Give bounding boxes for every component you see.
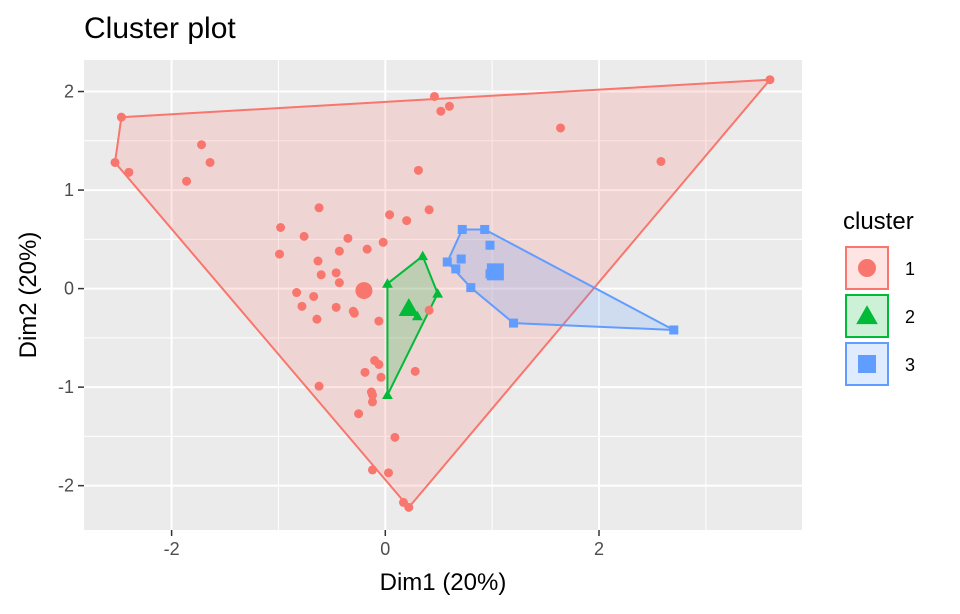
chart-title: Cluster plot — [84, 12, 236, 45]
cluster-3-centroid — [486, 263, 504, 281]
cluster-1-point — [313, 256, 323, 266]
cluster-1-point — [275, 249, 285, 259]
y-tick-label: 1 — [64, 180, 74, 200]
cluster-3-point — [509, 318, 519, 328]
cluster-1-point — [413, 165, 423, 175]
cluster-1-point — [367, 397, 377, 407]
y-tick-label: 2 — [64, 82, 74, 102]
cluster-1-point — [656, 156, 666, 166]
cluster-3-point — [442, 257, 452, 267]
cluster-1-point — [182, 176, 192, 186]
cluster-1-point — [110, 157, 120, 167]
cluster-1-point — [124, 167, 134, 177]
cluster-3-point — [451, 264, 461, 274]
cluster-1-point — [314, 203, 324, 213]
cluster-2-point — [432, 288, 444, 298]
y-axis-title: Dim2 (20%) — [15, 232, 42, 359]
cluster-points — [110, 75, 775, 512]
y-tick-label: -1 — [58, 377, 74, 397]
cluster-1-point — [343, 233, 353, 243]
cluster-1-point — [354, 409, 364, 419]
cluster-1-point — [374, 359, 384, 369]
legend-marker-3 — [858, 355, 876, 373]
cluster-1-point — [299, 231, 309, 241]
cluster-1-point — [334, 278, 344, 288]
cluster-3-point — [457, 224, 467, 234]
cluster-1-point — [385, 210, 395, 220]
cluster-1-point — [292, 288, 302, 298]
legend-label-2: 2 — [905, 307, 915, 327]
legend-label-1: 1 — [905, 259, 915, 279]
plot-panel — [84, 60, 802, 530]
cluster-1-point — [116, 112, 126, 122]
cluster-3-point — [466, 283, 476, 293]
cluster-1-centroid — [355, 282, 373, 300]
cluster-1-point — [334, 246, 344, 256]
cluster-1-point — [312, 314, 322, 324]
cluster-1-point — [402, 216, 412, 226]
cluster-1-point — [309, 291, 319, 301]
x-axis-title: Dim1 (20%) — [380, 569, 507, 596]
cluster-1-point — [376, 372, 386, 382]
legend-title: cluster — [843, 208, 914, 235]
cluster-1-point — [360, 367, 370, 377]
cluster-1-point — [331, 302, 341, 312]
cluster-1-point — [436, 106, 446, 116]
y-tick-label: 0 — [64, 279, 74, 299]
cluster-1-point — [362, 244, 372, 254]
y-tick-label: -2 — [58, 476, 74, 496]
cluster-1-point — [314, 381, 324, 391]
cluster-3-point — [485, 240, 495, 250]
cluster-3-point — [669, 325, 679, 335]
legend-label-3: 3 — [905, 355, 915, 375]
legend-key-2 — [845, 294, 889, 338]
legend-marker-1 — [858, 259, 876, 277]
cluster-1-point — [429, 91, 439, 101]
cluster-2-point — [382, 389, 393, 400]
cluster-1-point — [424, 205, 434, 215]
cluster-2-point — [417, 250, 429, 261]
cluster-1-point — [374, 316, 384, 326]
cluster-1-point — [378, 237, 388, 247]
x-tick-label: -2 — [164, 539, 180, 559]
cluster-1-point — [297, 301, 307, 311]
legend: cluster 1 2 3 — [843, 208, 915, 386]
cluster-3-point — [456, 254, 466, 264]
cluster-1-point — [367, 390, 377, 400]
cluster-1-point — [444, 101, 454, 111]
cluster-1-point — [197, 140, 207, 150]
cluster-1-point — [556, 123, 566, 133]
cluster-1-point — [765, 75, 775, 85]
cluster-1-point — [390, 432, 400, 442]
cluster-1-point — [349, 308, 359, 318]
cluster-2-centroid — [398, 298, 420, 316]
cluster-1-point — [205, 157, 215, 167]
cluster-1-point — [331, 268, 341, 278]
cluster-1-point — [410, 366, 420, 376]
cluster-2-point — [382, 278, 393, 288]
cluster-1-point — [316, 270, 326, 280]
x-tick-label: 2 — [594, 539, 604, 559]
cluster-1-point — [367, 465, 377, 475]
cluster-1-point — [424, 305, 434, 315]
x-tick-label: 0 — [380, 539, 390, 559]
cluster-1-point — [276, 223, 286, 233]
cluster-3-point — [480, 224, 490, 234]
cluster-1-point — [404, 502, 414, 512]
grid-lines — [84, 60, 802, 530]
cluster-1-point — [384, 468, 394, 478]
legend-marker-2 — [856, 305, 878, 325]
axes: -2 0 2 -2 -1 0 1 2 — [58, 82, 604, 559]
